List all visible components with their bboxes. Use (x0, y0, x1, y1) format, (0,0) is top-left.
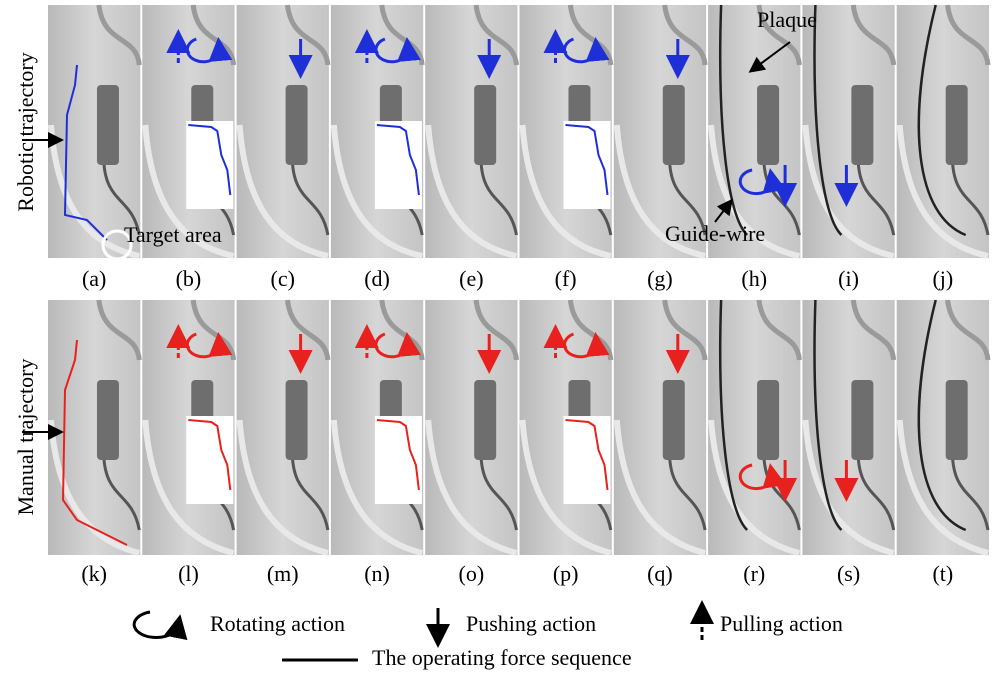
panel-label: (f) (555, 266, 577, 291)
panel-label: (m) (267, 561, 299, 586)
device (946, 380, 968, 460)
panel-label: (a) (82, 266, 106, 291)
device (851, 380, 873, 460)
row-label: Robotic trajectory (13, 52, 38, 211)
annotation: Target area (124, 222, 222, 247)
panel-label: (g) (647, 266, 673, 291)
panel-label: (d) (364, 266, 390, 291)
legend-text: The operating force sequence (372, 645, 632, 670)
panel-label: (q) (647, 561, 673, 586)
legend-text: Pulling action (720, 611, 843, 636)
device (474, 85, 496, 165)
row-label: Manual trajectory (13, 359, 38, 516)
panel-label: (k) (81, 561, 107, 586)
device (663, 380, 685, 460)
figure: Robotic trajectory Manual trajectory (a)… (0, 0, 992, 674)
device (946, 85, 968, 165)
panel-label: (n) (364, 561, 390, 586)
device (286, 85, 308, 165)
panel-label: (j) (932, 266, 953, 291)
device (757, 85, 779, 165)
device (97, 85, 119, 165)
device (851, 85, 873, 165)
panel-label: (r) (743, 561, 765, 586)
panel-label: (o) (459, 561, 485, 586)
panel-label: (t) (932, 561, 953, 586)
panel-label: (p) (553, 561, 579, 586)
device (757, 380, 779, 460)
panel-label: (l) (178, 561, 199, 586)
panel-label: (e) (459, 266, 483, 291)
device (663, 85, 685, 165)
legend-text: Pushing action (466, 611, 596, 636)
panel-label: (c) (271, 266, 295, 291)
panel-label: (s) (837, 561, 860, 586)
device (474, 380, 496, 460)
rotate-icon (134, 612, 178, 637)
legend-text: Rotating action (210, 611, 345, 636)
annotation: Plaque (757, 7, 817, 32)
annotation: Guide-wire (665, 221, 765, 246)
panel-label: (i) (838, 266, 859, 291)
panel-label: (b) (176, 266, 202, 291)
device (97, 380, 119, 460)
device (286, 380, 308, 460)
frames: (a) (b) (c) (d) (e) (f) (g) (h) (i) (j) (k) (l) (m) (… (48, 5, 989, 586)
panel-label: (h) (741, 266, 767, 291)
